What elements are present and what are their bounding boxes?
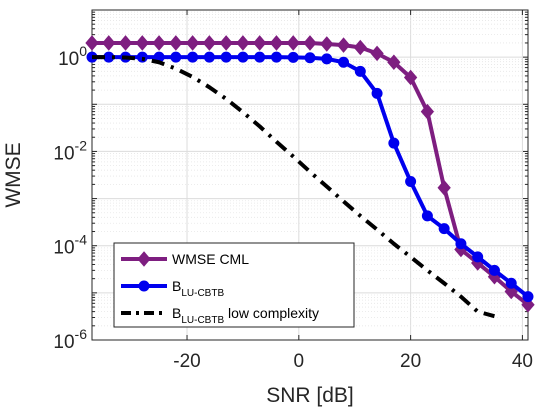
data-point — [237, 51, 249, 63]
data-point — [403, 69, 418, 86]
legend-marker — [138, 280, 150, 292]
legend-marker — [137, 251, 151, 267]
data-point — [253, 35, 267, 51]
series-layer — [85, 35, 535, 319]
data-point — [202, 35, 217, 51]
data-point — [455, 238, 467, 250]
data-point — [405, 176, 417, 188]
data-point — [185, 35, 200, 51]
y-tick-label: 10-2 — [53, 137, 87, 164]
data-point — [321, 53, 333, 65]
data-point — [387, 54, 401, 70]
data-point — [254, 51, 266, 63]
data-point — [170, 51, 182, 63]
x-axis-label: SNR [dB] — [266, 384, 354, 407]
series-2 — [92, 55, 495, 319]
data-point — [354, 65, 366, 77]
axis-ticks: -20 0 20 40 100 10-2 10-4 10-6 — [53, 9, 533, 372]
y-tick-label: 100 — [58, 43, 87, 70]
x-tick-label: -20 — [173, 351, 200, 372]
data-point — [437, 179, 451, 196]
plot-frame — [91, 9, 529, 341]
data-point — [118, 35, 133, 51]
data-point — [219, 35, 233, 51]
data-point — [304, 52, 316, 64]
series-line — [92, 55, 495, 319]
data-point — [505, 277, 517, 289]
data-point — [353, 39, 367, 56]
data-point — [338, 56, 350, 68]
data-point — [85, 35, 99, 51]
data-point — [270, 51, 282, 63]
series-0 — [85, 35, 535, 313]
data-point — [169, 35, 183, 51]
y-axis-label: WMSE — [2, 142, 25, 207]
data-point — [236, 35, 250, 51]
data-point — [488, 264, 500, 276]
y-tick-label: 10-6 — [53, 326, 87, 353]
legend-entry-label: BLU-CBTB low complexity — [172, 305, 319, 326]
data-point — [286, 35, 300, 51]
data-point — [370, 45, 384, 62]
data-point — [135, 35, 149, 51]
data-point — [187, 51, 199, 63]
data-point — [269, 35, 284, 51]
legend-entry-label: WMSE CML — [172, 251, 249, 267]
legend-entry-label: BLU-CBTB — [172, 278, 224, 299]
x-tick-label: 0 — [294, 351, 305, 372]
data-point — [388, 137, 400, 149]
data-point — [220, 51, 232, 63]
data-point — [152, 35, 166, 51]
data-point — [472, 251, 484, 263]
data-point — [287, 51, 299, 63]
data-point — [320, 36, 334, 52]
legend: WMSE CML BLU-CBTB BLU-CBTB low complexity — [113, 242, 355, 328]
data-point — [303, 35, 317, 51]
x-tick-label: 40 — [512, 351, 533, 372]
data-point — [420, 103, 435, 120]
data-point — [421, 210, 433, 222]
data-point — [102, 35, 116, 51]
data-point — [203, 51, 215, 63]
data-point — [522, 291, 534, 303]
data-point — [336, 37, 351, 53]
data-point — [438, 223, 450, 235]
data-point — [371, 87, 383, 99]
x-tick-label: 20 — [400, 351, 421, 372]
y-tick-label: 10-4 — [53, 232, 87, 259]
